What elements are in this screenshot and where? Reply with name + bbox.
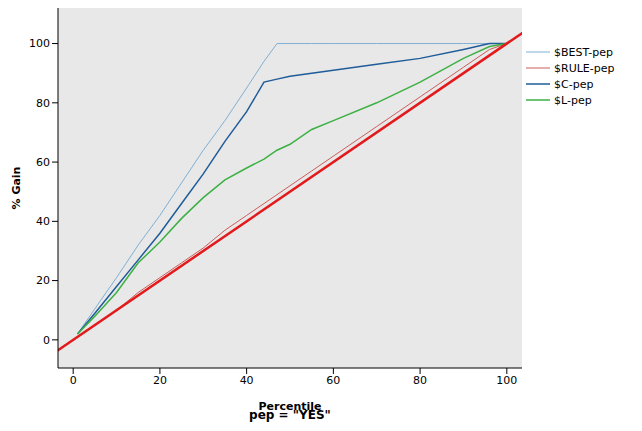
- svg-text:100: 100: [29, 37, 50, 50]
- svg-text:60: 60: [36, 156, 50, 169]
- svg-text:60: 60: [326, 374, 340, 387]
- svg-text:80: 80: [36, 97, 50, 110]
- svg-text:100: 100: [496, 374, 517, 387]
- svg-text:80: 80: [413, 374, 427, 387]
- svg-text:20: 20: [36, 274, 50, 287]
- svg-text:40: 40: [36, 215, 50, 228]
- svg-text:20: 20: [153, 374, 167, 387]
- svg-text:0: 0: [70, 374, 77, 387]
- svg-text:0: 0: [43, 334, 50, 347]
- svg-text:40: 40: [240, 374, 254, 387]
- svg-text:% Gain: % Gain: [10, 167, 23, 210]
